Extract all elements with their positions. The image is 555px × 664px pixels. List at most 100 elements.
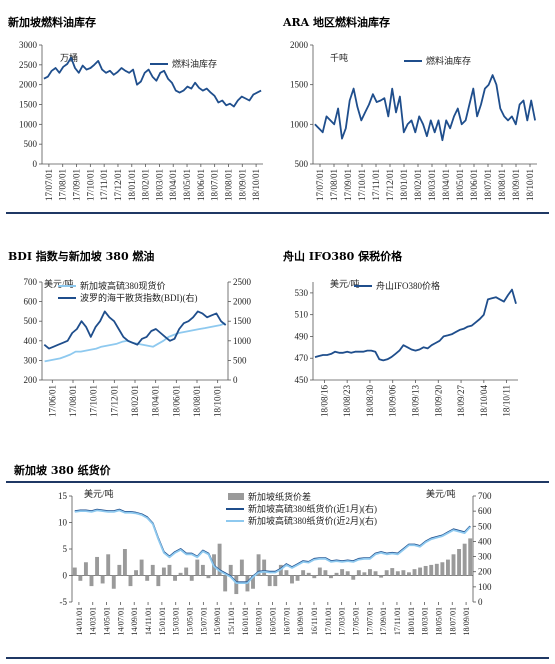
chart-2-x-tick-label: 17/09/01: [343, 169, 353, 201]
chart-5-y2-tick-label: 300: [478, 552, 492, 562]
chart-5-x-tick-label: 17/07/01: [365, 607, 374, 635]
chart-5-bar: [295, 575, 300, 581]
chart-5-legend-swatch: [228, 493, 244, 500]
divider-top: [6, 212, 549, 214]
chart-3-y-tick-label: 300: [24, 355, 38, 365]
chart-1-x-tick-label: 18/03/01: [154, 169, 164, 201]
chart-2-series-line-1: [314, 74, 536, 142]
chart-5-x-tick-label: 18/01/01: [407, 607, 416, 635]
chart-5-x-tick-label: 17/05/01: [351, 607, 360, 635]
chart-1-y-tick-label: 1500: [19, 100, 38, 110]
chart-5-x-tick-label: 18/05/01: [434, 607, 443, 635]
chart-5-x-tick-label: 14/03/01: [89, 607, 98, 635]
chart-5-series-line-3: [74, 509, 471, 584]
chart-4-unit: 美元/吨: [330, 278, 360, 289]
chart-5-bar: [329, 575, 333, 579]
chart-1-x-tick-label: 18/07/01: [210, 169, 220, 201]
chart-3-title: BDI 指数与新加坡 380 燃油: [8, 250, 155, 263]
chart-3-y-tick-label: 400: [24, 336, 38, 346]
chart-4-x-tick-label: 18/10/04: [479, 385, 489, 418]
chart-5-bar: [395, 571, 400, 576]
chart-2-x-tick-label: 18/07/01: [483, 169, 493, 201]
chart-5-y-tick-label: 15: [58, 491, 68, 501]
chart-5-bar: [95, 556, 100, 576]
chart-5-bar: [351, 575, 356, 580]
chart-3-y2-tick-label: 1500: [233, 316, 252, 326]
chart-4-x-tick-label: 18/09/20: [433, 385, 443, 418]
chart-5-y-tick-label: 5: [63, 544, 68, 554]
chart-5-x-tick-label: 14/07/01: [116, 607, 125, 635]
chart-5-bar: [262, 559, 267, 576]
chart-5-title: 新加坡 380 纸货价: [14, 464, 111, 477]
chart-5-legend-label: 新加坡高硫380纸货价(近1月)(右): [248, 503, 377, 514]
chart-4-series-line-1: [314, 288, 517, 362]
chart-2-x-tick-label: 18/08/01: [497, 169, 507, 201]
chart-3-y2-tick-label: 1000: [233, 336, 252, 346]
chart-4-y-tick-label: 490: [295, 331, 309, 341]
chart-3-y2-tick-label: 500: [233, 355, 247, 365]
chart-1-x-tick-label: 17/08/01: [58, 169, 68, 201]
chart-5-bar: [273, 575, 278, 587]
chart-5-bar: [306, 572, 311, 576]
chart-5-y-tick-label: -5: [60, 597, 68, 607]
chart-3-x-tick-label: 18/10/01: [213, 385, 223, 417]
chart-5-bar: [334, 572, 339, 576]
chart-5-bar: [178, 572, 183, 576]
chart-5-bar: [100, 575, 105, 584]
chart-4-x-tick-label: 18/08/16: [319, 385, 329, 418]
chart-1-x-tick-label: 17/07/01: [44, 169, 54, 201]
chart-5-bar: [256, 554, 261, 576]
chart-2-x-tick-label: 18/05/01: [455, 169, 465, 201]
chart-5-y-tick-label: 0: [63, 571, 68, 581]
chart-1-x-tick-label: 18/01/01: [127, 169, 137, 201]
chart-3-x-tick-label: 17/10/01: [89, 385, 99, 417]
divider-footer: [6, 657, 549, 659]
chart-5-x-tick-label: 16/07/01: [282, 607, 291, 635]
chart-5-x-tick-label: 18/09/01: [462, 607, 471, 635]
chart-4-y-tick-label: 470: [295, 353, 309, 363]
chart-5-bar: [145, 575, 150, 581]
chart-5-bar: [468, 538, 473, 576]
chart-5-unit-left: 美元/吨: [84, 488, 114, 499]
chart-3-x-tick-label: 17/08/01: [68, 385, 78, 417]
chart-5-x-tick-label: 18/07/01: [448, 607, 457, 635]
chart-2-x-tick-label: 18/03/01: [427, 169, 437, 201]
chart-3-x-tick-label: 17/12/01: [109, 385, 119, 417]
chart-3-y-tick-label: 500: [24, 316, 38, 326]
chart-5-x-tick-label: 16/01/01: [241, 607, 250, 635]
chart-2-unit: 千吨: [330, 52, 348, 63]
chart-4-x-tick-label: 18/09/27: [456, 385, 466, 418]
chart-5-bar: [312, 575, 317, 579]
chart-4-x-tick-label: 18/08/30: [365, 385, 375, 418]
chart-5-x-tick-label: 17/11/01: [393, 607, 402, 635]
chart-1-legend-label: 燃料油库存: [172, 58, 217, 69]
chart-5-x-tick-label: 14/11/01: [144, 607, 153, 635]
chart-5-x-tick-label: 18/03/01: [421, 607, 430, 635]
chart-3-y-tick-label: 700: [24, 277, 38, 287]
chart-1-x-tick-label: 18/10/01: [251, 169, 261, 201]
chart-5-x-tick-label: 15/11/01: [227, 607, 236, 635]
chart-1-y-tick-label: 500: [24, 139, 38, 149]
chart-5-bar: [362, 572, 367, 576]
chart-5-bar: [223, 575, 228, 592]
chart-5-bar: [384, 570, 389, 576]
chart-3-legend-label: 新加坡高硫380现货价: [80, 280, 166, 291]
chart-5-bar: [72, 567, 77, 576]
chart-2-x-tick-label: 18/01/01: [399, 169, 409, 201]
chart-5-bar: [184, 567, 189, 576]
chart-5-bar: [206, 575, 211, 579]
chart-5-bar: [267, 575, 272, 587]
chart-5-x-tick-label: 15/09/01: [213, 607, 222, 635]
chart-2-y-tick-label: 1500: [290, 80, 309, 90]
chart-5-bar: [139, 559, 144, 576]
chart-5-bar: [89, 575, 94, 587]
chart-5-x-tick-label: 14/05/01: [103, 607, 112, 635]
chart-5-x-tick-label: 15/05/01: [186, 607, 195, 635]
chart-5-x-tick-label: 15/03/01: [172, 607, 181, 635]
chart-1-x-tick-label: 17/09/01: [72, 169, 82, 201]
chart-5-x-tick-label: 17/03/01: [338, 607, 347, 635]
chart-5-bar: [390, 568, 395, 576]
chart-5-bar: [412, 569, 417, 576]
chart-5-bar: [451, 554, 456, 576]
